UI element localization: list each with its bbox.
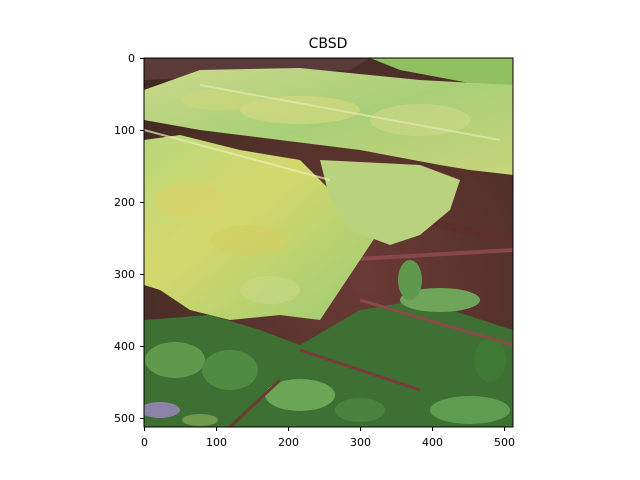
y-tick-label: 200 [114, 196, 135, 209]
x-tick-label: 200 [278, 436, 299, 449]
x-axis: 0 100 200 300 400 500 [141, 427, 515, 449]
x-tick-label: 100 [206, 436, 227, 449]
leaf-photo [144, 58, 513, 427]
y-tick-label: 300 [114, 268, 135, 281]
y-tick-label: 100 [114, 124, 135, 137]
axes-frame [143, 57, 514, 428]
x-tick-label: 0 [141, 436, 148, 449]
y-tick-label: 0 [128, 52, 135, 65]
figure-title: CBSD [309, 36, 348, 52]
y-tick-label: 400 [114, 340, 135, 353]
y-axis: 0 100 200 300 400 500 [114, 52, 144, 425]
x-tick-label: 500 [494, 436, 515, 449]
x-tick-label: 300 [350, 436, 371, 449]
y-tick-label: 500 [114, 412, 135, 425]
x-tick-label: 400 [422, 436, 443, 449]
